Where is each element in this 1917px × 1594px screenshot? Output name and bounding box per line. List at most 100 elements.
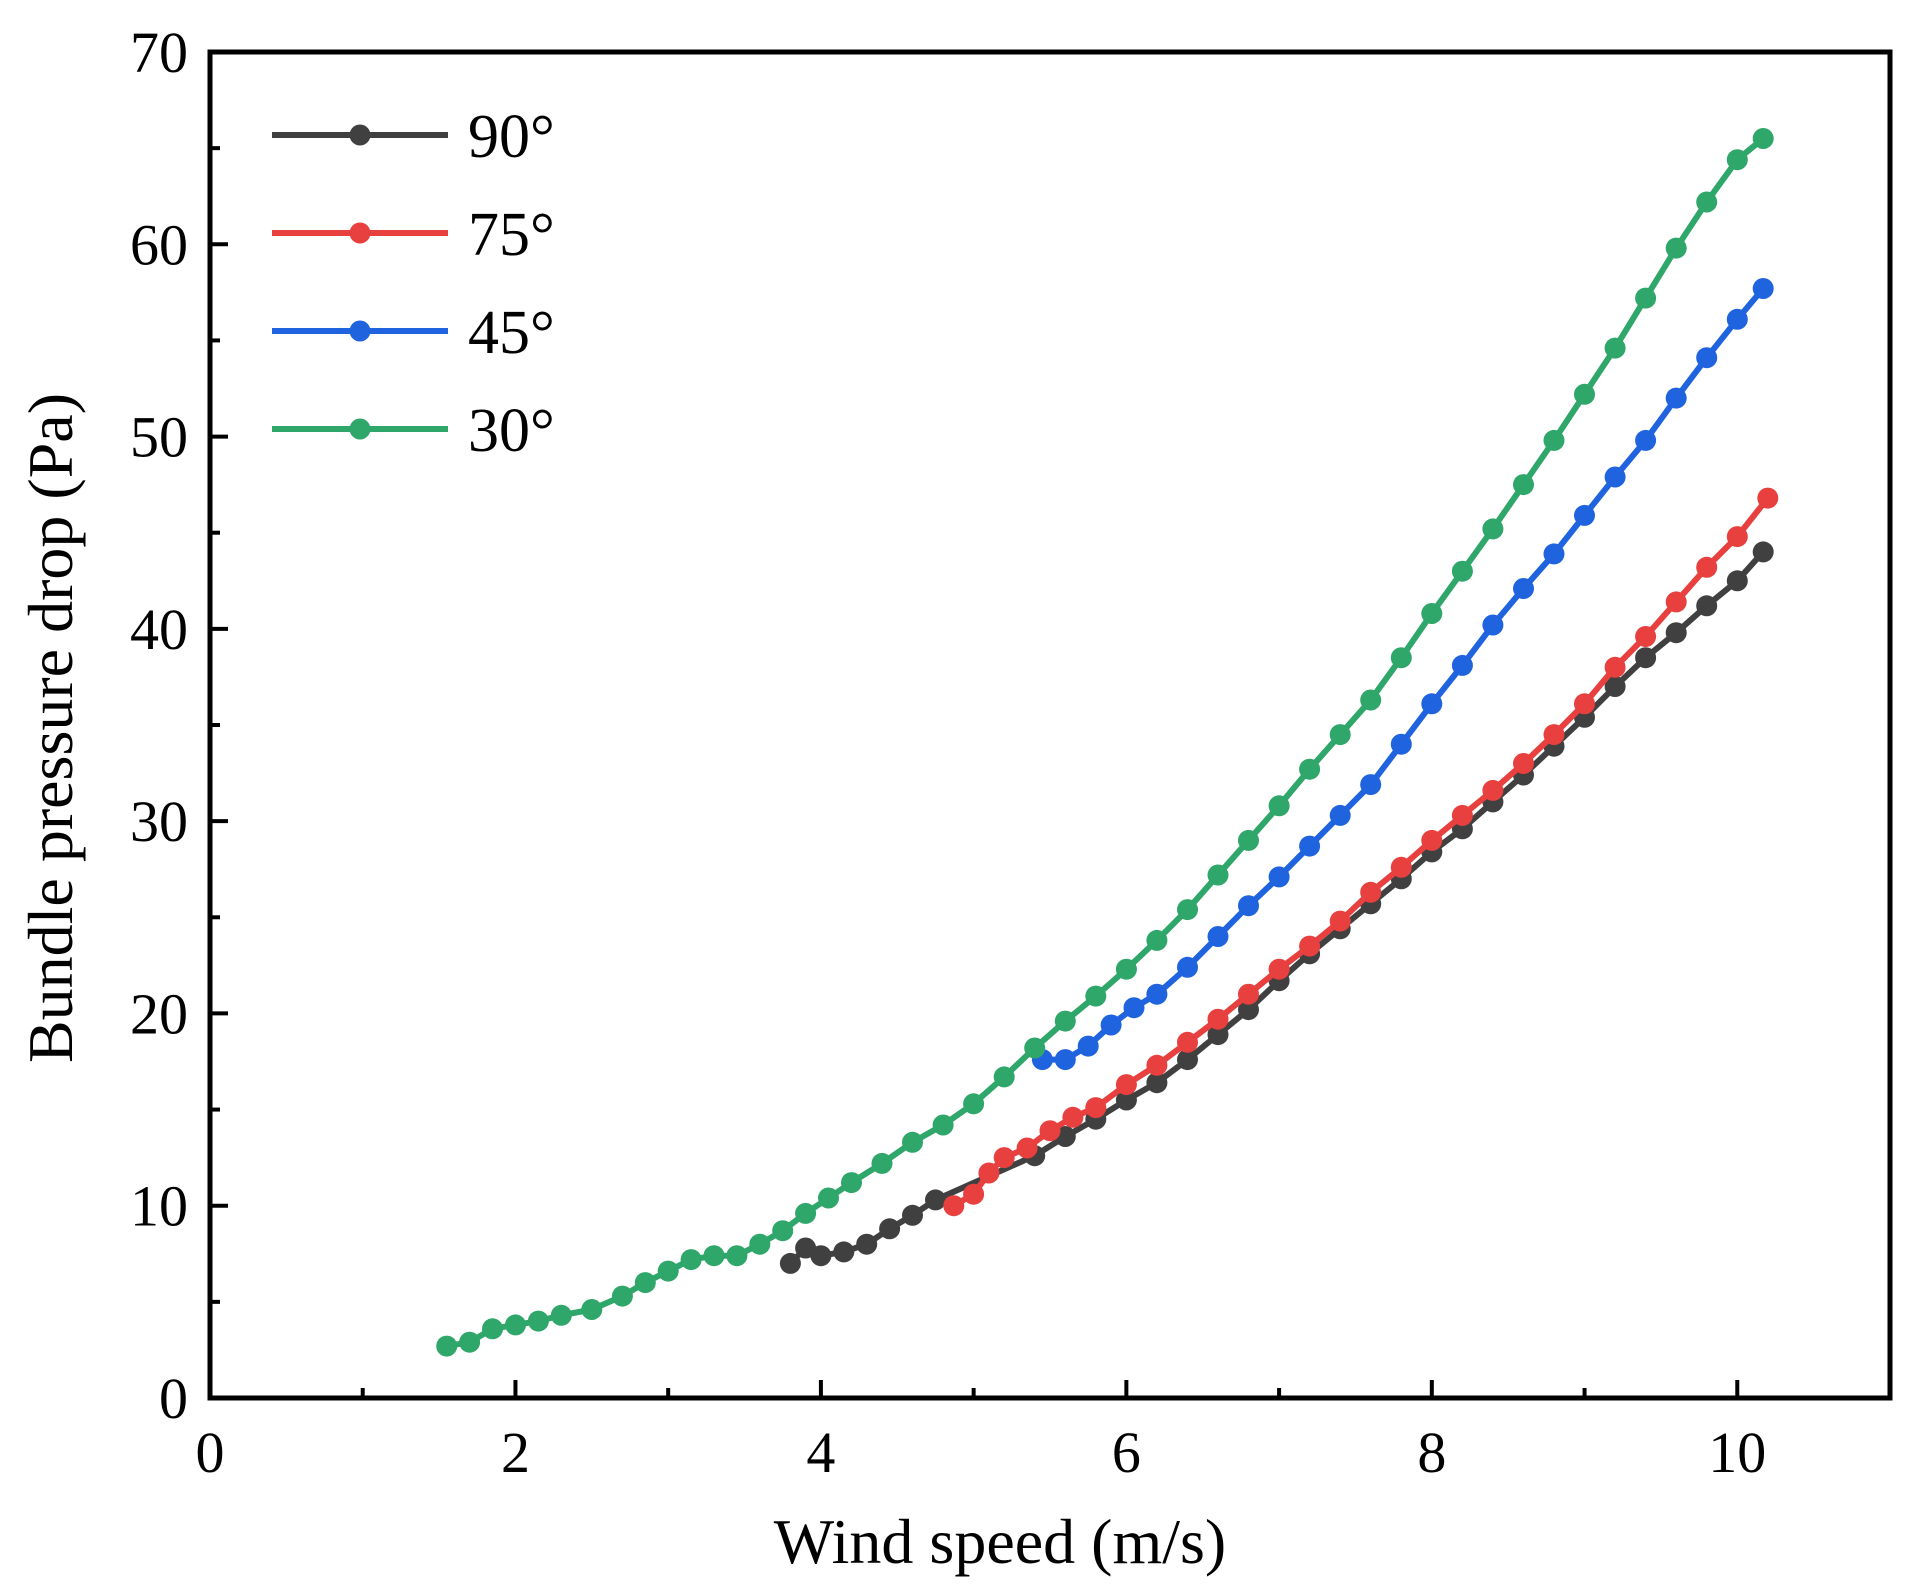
series-75deg-point xyxy=(1207,1008,1229,1030)
series-90deg-point xyxy=(902,1204,923,1226)
series-45deg-point xyxy=(1238,895,1259,917)
series-45deg-point xyxy=(1054,1049,1076,1071)
series-45deg-point xyxy=(1146,983,1168,1005)
series-30deg-point xyxy=(1024,1037,1046,1059)
series-30deg-point xyxy=(902,1131,923,1153)
series-30deg-point xyxy=(1604,337,1626,359)
legend-swatch-marker xyxy=(349,222,371,244)
series-30deg-point xyxy=(749,1233,771,1255)
series-90deg-point xyxy=(925,1189,946,1211)
series-90deg-point xyxy=(810,1245,832,1267)
series-30deg-point xyxy=(459,1331,481,1353)
series-30deg-point xyxy=(1696,191,1718,213)
series-30deg-point xyxy=(795,1202,817,1224)
series-90deg-point xyxy=(1146,1072,1168,1094)
x-tick-label: 0 xyxy=(196,1420,225,1485)
series-30deg-point xyxy=(1146,929,1168,951)
series-30deg-point xyxy=(841,1172,862,1194)
series-45deg-point xyxy=(1390,733,1412,755)
series-30deg-point xyxy=(611,1285,633,1307)
x-tick-label: 4 xyxy=(806,1420,835,1485)
series-45deg-point xyxy=(1726,308,1748,330)
series-30deg-point xyxy=(550,1304,572,1326)
series-30deg-point xyxy=(1543,429,1565,451)
series-45deg-point xyxy=(1543,543,1565,565)
legend-item-45deg: 45° xyxy=(272,299,555,367)
y-tick-label: 0 xyxy=(159,1366,188,1431)
series-75deg-point xyxy=(1513,753,1534,774)
series-30deg-point xyxy=(772,1220,794,1242)
series-75deg-point xyxy=(1115,1074,1137,1096)
series-30deg-point xyxy=(1329,724,1351,746)
series-30deg-point xyxy=(726,1245,748,1267)
series-75deg-point xyxy=(1604,656,1626,678)
series-75deg-point xyxy=(1543,724,1565,746)
series-45deg-point xyxy=(1123,997,1145,1019)
series-75deg xyxy=(943,487,1779,1217)
x-axis-title: Wind speed (m/s) xyxy=(774,1506,1226,1577)
legend-item-75deg: 75° xyxy=(272,201,555,269)
series-30deg-point xyxy=(1115,958,1137,980)
series-75deg-point xyxy=(1039,1120,1061,1142)
series-30deg-point xyxy=(1574,383,1595,405)
series-75deg-point xyxy=(1177,1031,1198,1053)
series-30deg-point xyxy=(1238,829,1259,851)
series-45deg-point xyxy=(1299,835,1321,857)
legend: 90° 75° 45° 30° xyxy=(272,103,555,465)
series-45deg-point xyxy=(1268,866,1290,888)
series-45deg-point xyxy=(1513,578,1534,599)
legend-label: 75° xyxy=(468,201,555,269)
series-45deg xyxy=(1031,278,1774,1071)
series-45deg-point xyxy=(1451,654,1473,676)
series-75deg-point xyxy=(978,1162,1000,1184)
series-30deg-point xyxy=(527,1310,549,1332)
series-30deg-point xyxy=(657,1260,679,1282)
series-45deg-point xyxy=(1360,774,1382,796)
series-30deg-point xyxy=(703,1245,725,1267)
legend-swatch-marker xyxy=(349,418,371,440)
series-45deg-point xyxy=(1207,926,1229,947)
series-75deg-point xyxy=(1696,556,1718,578)
legend-label: 45° xyxy=(468,299,555,367)
x-tick-label: 10 xyxy=(1708,1420,1766,1485)
legend-item-30deg: 30° xyxy=(272,397,555,465)
series-75deg-point xyxy=(993,1147,1015,1169)
series-90deg-point xyxy=(1726,570,1748,592)
series-90deg-point xyxy=(779,1252,801,1274)
series-30deg-point xyxy=(1299,758,1321,780)
series-30deg-point xyxy=(1665,237,1687,259)
series-30deg xyxy=(436,128,1774,1357)
x-tick-label: 8 xyxy=(1417,1420,1446,1485)
y-tick-label: 20 xyxy=(130,981,188,1046)
y-tick-label: 50 xyxy=(130,405,188,470)
series-30deg-point xyxy=(482,1318,503,1340)
series-75deg-point xyxy=(1238,983,1259,1005)
series-75deg-point xyxy=(963,1183,985,1205)
series-45deg-point xyxy=(1665,387,1687,409)
x-tick-label: 6 xyxy=(1112,1420,1141,1485)
series-90deg-point xyxy=(1635,647,1657,669)
series-75deg-point xyxy=(1390,856,1412,878)
series-45deg-point xyxy=(1696,347,1718,369)
y-axis-title: Bundle pressure drop (Pa) xyxy=(15,393,86,1063)
series-75deg-point xyxy=(1062,1106,1084,1128)
series-75deg-point xyxy=(1482,779,1504,801)
series-30deg-point xyxy=(1482,518,1504,540)
series-45deg-point xyxy=(1635,429,1657,451)
series-30deg-point xyxy=(581,1299,603,1320)
series-30deg-point xyxy=(1635,287,1657,309)
series-90deg-point xyxy=(1752,541,1774,563)
series-90deg-point xyxy=(1177,1049,1198,1071)
series-30deg-point xyxy=(680,1249,702,1271)
series-45deg-point xyxy=(1100,1014,1122,1036)
series-75deg-point xyxy=(1299,935,1321,957)
y-tick-label: 30 xyxy=(130,789,188,854)
series-90deg xyxy=(779,541,1774,1274)
series-45deg-point xyxy=(1329,804,1351,826)
legend-swatch-marker xyxy=(349,124,371,146)
series-90deg-point xyxy=(1696,595,1718,617)
series-30deg-point xyxy=(1451,560,1473,582)
series-30deg-point xyxy=(1054,1010,1076,1032)
series-30deg-point xyxy=(871,1152,893,1174)
series-30deg-point xyxy=(634,1272,656,1294)
